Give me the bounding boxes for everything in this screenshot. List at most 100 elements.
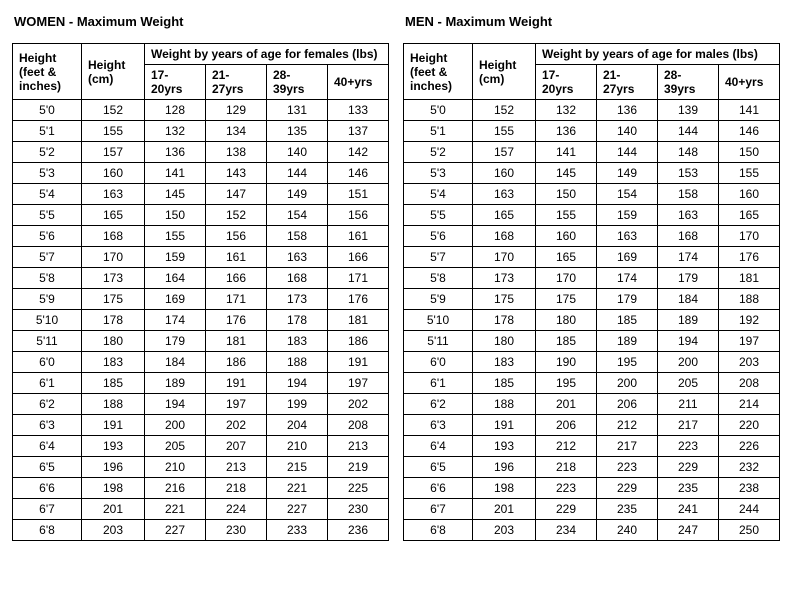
men-weight-cell: 168 xyxy=(658,226,719,247)
women-weight-cell: 176 xyxy=(206,310,267,331)
women-weight-cell: 179 xyxy=(145,331,206,352)
men-weight-cell: 141 xyxy=(719,100,780,121)
men-height-ft: 6'6 xyxy=(404,478,473,499)
men-weight-cell: 205 xyxy=(658,373,719,394)
men-age-col-2: 28-39yrs xyxy=(658,65,719,100)
women-weight-cell: 171 xyxy=(328,268,389,289)
women-weight-cell: 216 xyxy=(145,478,206,499)
women-weight-cell: 164 xyxy=(145,268,206,289)
men-weight-cell: 229 xyxy=(597,478,658,499)
men-height-ft: 5'3 xyxy=(404,163,473,184)
women-height-cm: 165 xyxy=(82,205,145,226)
women-weight-cell: 140 xyxy=(267,142,328,163)
table-row: 5'6168155156158161 xyxy=(13,226,389,247)
table-row: 5'1155132134135137 xyxy=(13,121,389,142)
men-weight-cell: 139 xyxy=(658,100,719,121)
women-weight-cell: 173 xyxy=(267,289,328,310)
men-height-ft: 5'6 xyxy=(404,226,473,247)
women-weight-cell: 213 xyxy=(206,457,267,478)
men-height-cm: 178 xyxy=(473,310,536,331)
women-weight-cell: 141 xyxy=(145,163,206,184)
table-row: 6'3191200202204208 xyxy=(13,415,389,436)
women-height-cm: 157 xyxy=(82,142,145,163)
women-height-cm: 203 xyxy=(82,520,145,541)
women-weight-cell: 194 xyxy=(267,373,328,394)
men-weight-cell: 232 xyxy=(719,457,780,478)
table-row: 5'0152128129131133 xyxy=(13,100,389,121)
men-weight-cell: 148 xyxy=(658,142,719,163)
men-height-cm: 193 xyxy=(473,436,536,457)
men-weight-cell: 155 xyxy=(536,205,597,226)
women-weight-cell: 197 xyxy=(328,373,389,394)
women-height-ft: 5'5 xyxy=(13,205,82,226)
women-height-cm: 170 xyxy=(82,247,145,268)
men-weight-cell: 244 xyxy=(719,499,780,520)
women-weight-cell: 163 xyxy=(267,247,328,268)
men-weight-cell: 201 xyxy=(536,394,597,415)
women-height-cm: 160 xyxy=(82,163,145,184)
men-weight-cell: 181 xyxy=(719,268,780,289)
women-height-ft: 5'4 xyxy=(13,184,82,205)
women-weight-cell: 230 xyxy=(328,499,389,520)
women-height-ft: 5'0 xyxy=(13,100,82,121)
women-height-cm: 175 xyxy=(82,289,145,310)
women-weight-cell: 210 xyxy=(267,436,328,457)
men-height-cm: 183 xyxy=(473,352,536,373)
table-row: 6'5196218223229232 xyxy=(404,457,780,478)
women-height-ft: 5'3 xyxy=(13,163,82,184)
men-height-ft: 6'0 xyxy=(404,352,473,373)
women-height-cm: 180 xyxy=(82,331,145,352)
women-weight-cell: 183 xyxy=(267,331,328,352)
men-weight-cell: 229 xyxy=(658,457,719,478)
women-weight-cell: 144 xyxy=(267,163,328,184)
men-weight-cell: 132 xyxy=(536,100,597,121)
women-weight-cell: 189 xyxy=(145,373,206,394)
men-weight-cell: 195 xyxy=(536,373,597,394)
men-height-ft: 6'2 xyxy=(404,394,473,415)
men-title: MEN - Maximum Weight xyxy=(405,14,780,29)
women-weight-cell: 225 xyxy=(328,478,389,499)
women-weight-cell: 186 xyxy=(206,352,267,373)
men-weight-cell: 218 xyxy=(536,457,597,478)
women-weight-cell: 129 xyxy=(206,100,267,121)
women-weight-cell: 142 xyxy=(328,142,389,163)
women-weight-cell: 158 xyxy=(267,226,328,247)
women-weight-cell: 147 xyxy=(206,184,267,205)
women-weight-cell: 188 xyxy=(267,352,328,373)
women-weight-cell: 227 xyxy=(145,520,206,541)
men-weight-cell: 235 xyxy=(658,478,719,499)
men-height-ft: 5'8 xyxy=(404,268,473,289)
men-weight-cell: 234 xyxy=(536,520,597,541)
men-height-cm: 170 xyxy=(473,247,536,268)
women-weight-cell: 199 xyxy=(267,394,328,415)
women-col-height-cm: Height (cm) xyxy=(82,44,145,100)
women-height-ft: 5'8 xyxy=(13,268,82,289)
men-height-ft: 6'4 xyxy=(404,436,473,457)
men-weight-cell: 179 xyxy=(597,289,658,310)
women-age-col-3: 40+yrs xyxy=(328,65,389,100)
men-height-cm: 191 xyxy=(473,415,536,436)
men-height-ft: 5'0 xyxy=(404,100,473,121)
women-weight-group-label: Weight by years of age for females (lbs) xyxy=(145,44,389,65)
table-row: 5'7170165169174176 xyxy=(404,247,780,268)
table-row: 5'9175169171173176 xyxy=(13,289,389,310)
women-weight-cell: 161 xyxy=(206,247,267,268)
women-weight-cell: 161 xyxy=(328,226,389,247)
women-height-cm: 185 xyxy=(82,373,145,394)
women-height-ft: 6'2 xyxy=(13,394,82,415)
women-weight-cell: 149 xyxy=(267,184,328,205)
women-weight-cell: 151 xyxy=(328,184,389,205)
women-title: WOMEN - Maximum Weight xyxy=(14,14,389,29)
women-weight-cell: 200 xyxy=(145,415,206,436)
men-weight-cell: 160 xyxy=(719,184,780,205)
women-height-ft: 6'4 xyxy=(13,436,82,457)
table-row: 5'11180179181183186 xyxy=(13,331,389,352)
men-weight-cell: 165 xyxy=(719,205,780,226)
men-weight-cell: 206 xyxy=(597,394,658,415)
table-row: 5'5165150152154156 xyxy=(13,205,389,226)
men-weight-cell: 192 xyxy=(719,310,780,331)
men-age-col-3: 40+yrs xyxy=(719,65,780,100)
women-height-cm: 193 xyxy=(82,436,145,457)
men-weight-cell: 153 xyxy=(658,163,719,184)
women-weight-cell: 146 xyxy=(328,163,389,184)
